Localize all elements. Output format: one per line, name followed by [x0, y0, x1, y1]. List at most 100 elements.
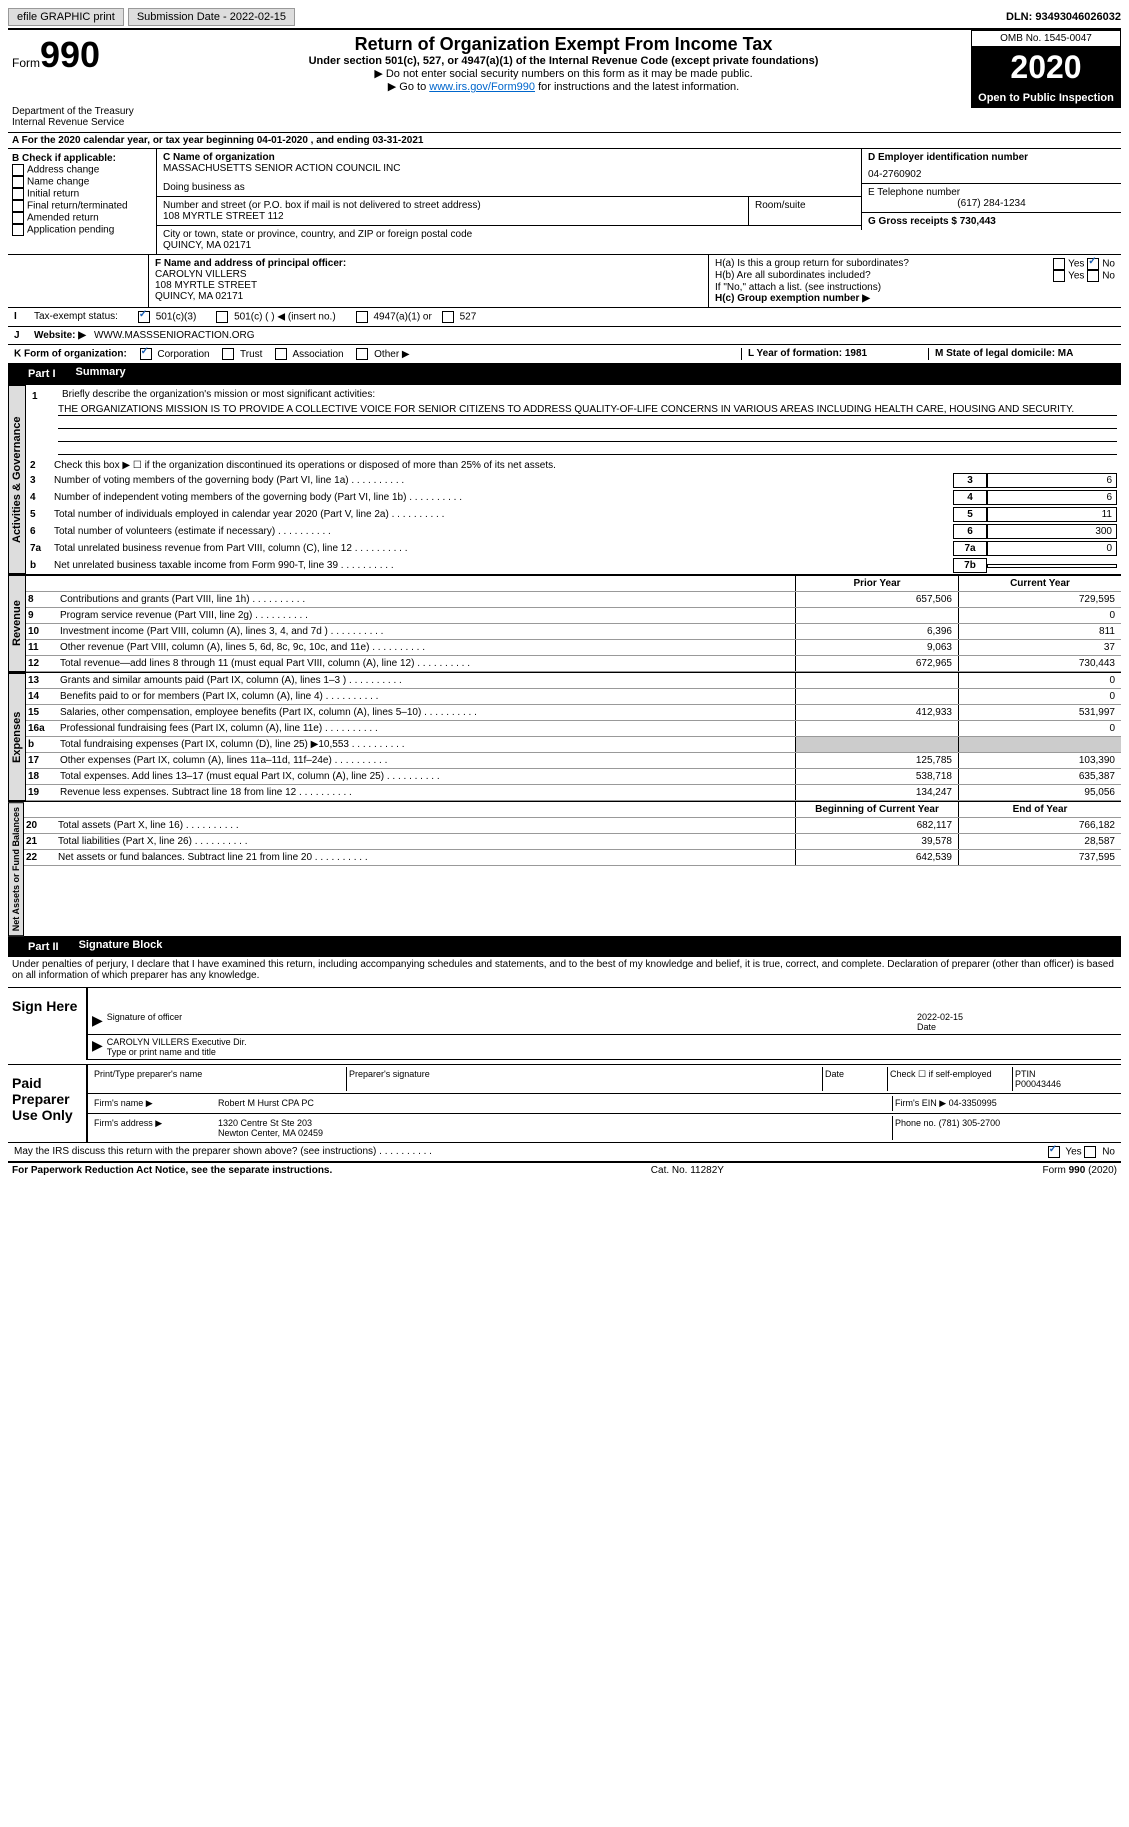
trust-checkbox[interactable]: [222, 348, 234, 360]
end-year-header: End of Year: [958, 802, 1121, 817]
line-b-desc: Net unrelated business taxable income fr…: [54, 560, 953, 571]
firm-addr2: Newton Center, MA 02459: [218, 1128, 890, 1138]
phone-value: (617) 284-1234: [868, 198, 1115, 209]
discuss-yes-checkbox[interactable]: [1048, 1146, 1060, 1158]
line-21-prior: 39,578: [795, 834, 958, 849]
line-16a-current: 0: [958, 721, 1121, 736]
corp-checkbox[interactable]: [140, 348, 152, 360]
line-8-desc: Contributions and grants (Part VIII, lin…: [58, 592, 795, 607]
line-5-desc: Total number of individuals employed in …: [54, 509, 953, 520]
tax-year: 2020: [971, 47, 1121, 88]
city-label: City or town, state or province, country…: [163, 229, 855, 240]
state-domicile: M State of legal domicile: MA: [928, 348, 1115, 360]
line-b-desc: Total fundraising expenses (Part IX, col…: [58, 737, 795, 752]
line-12-prior: 672,965: [795, 656, 958, 671]
firm-addr: 1320 Centre St Ste 203: [218, 1118, 890, 1128]
top-bar: efile GRAPHIC print Submission Date - 20…: [8, 8, 1121, 26]
line-19-current: 95,056: [958, 785, 1121, 800]
line-b-current: [958, 737, 1121, 752]
line-12-desc: Total revenue—add lines 8 through 11 (mu…: [58, 656, 795, 671]
addr-label: Number and street (or P.O. box if mail i…: [163, 200, 742, 211]
ha-label: H(a) Is this a group return for subordin…: [715, 258, 1053, 270]
line-17-current: 103,390: [958, 753, 1121, 768]
type-name-label: Type or print name and title: [107, 1047, 247, 1057]
ein-value: 04-2760902: [868, 169, 1115, 180]
dln-label: DLN: 93493046026032: [1006, 11, 1121, 23]
line-10-current: 811: [958, 624, 1121, 639]
officer-addr1: 108 MYRTLE STREET: [155, 280, 702, 291]
ein-label: D Employer identification number: [868, 152, 1115, 163]
line-6-value: 300: [987, 524, 1117, 539]
firm-phone: (781) 305-2700: [939, 1118, 1001, 1128]
line-19-prior: 134,247: [795, 785, 958, 800]
line-13-prior: [795, 673, 958, 688]
main-title: Return of Organization Exempt From Incom…: [160, 34, 967, 55]
line-16a-prior: [795, 721, 958, 736]
other-checkbox[interactable]: [356, 348, 368, 360]
sign-here-label: Sign Here: [8, 988, 86, 1060]
line-22-desc: Net assets or fund balances. Subtract li…: [56, 850, 795, 865]
cat-no: Cat. No. 11282Y: [651, 1165, 724, 1176]
prep-sig-label: Preparer's signature: [347, 1067, 823, 1091]
line-7a-desc: Total unrelated business revenue from Pa…: [54, 543, 953, 554]
line-17-prior: 125,785: [795, 753, 958, 768]
omb-number: OMB No. 1545-0047: [971, 30, 1121, 47]
hb-note: If "No," attach a list. (see instruction…: [715, 282, 1115, 293]
line-22-current: 737,595: [958, 850, 1121, 865]
line-22-prior: 642,539: [795, 850, 958, 865]
line-4-desc: Number of independent voting members of …: [54, 492, 953, 503]
hb-label: H(b) Are all subordinates included?: [715, 270, 1053, 282]
note-goto: ▶ Go to www.irs.gov/Form990 for instruct…: [160, 80, 967, 93]
part1-header: Part I Summary: [8, 364, 1121, 384]
line-9-desc: Program service revenue (Part VIII, line…: [58, 608, 795, 623]
line-15-desc: Salaries, other compensation, employee b…: [58, 705, 795, 720]
open-public: Open to Public Inspection: [971, 88, 1121, 108]
hc-label: H(c) Group exemption number ▶: [715, 293, 1115, 304]
ptin-value: P00043446: [1015, 1079, 1115, 1089]
discuss-no-checkbox[interactable]: [1084, 1146, 1096, 1158]
mission-text: THE ORGANIZATIONS MISSION IS TO PROVIDE …: [58, 404, 1117, 416]
line-16a-desc: Professional fundraising fees (Part IX, …: [58, 721, 795, 736]
form-label: Form: [12, 56, 40, 70]
q2-text: Check this box ▶ ☐ if the organization d…: [54, 460, 1117, 471]
irs-link[interactable]: www.irs.gov/Form990: [429, 81, 535, 93]
begin-year-header: Beginning of Current Year: [795, 802, 958, 817]
line-8-prior: 657,506: [795, 592, 958, 607]
line-11-prior: 9,063: [795, 640, 958, 655]
sig-officer-label: Signature of officer: [107, 1012, 917, 1032]
box-b: B Check if applicable: Address change Na…: [8, 149, 157, 254]
line-b-prior: [795, 737, 958, 752]
line-4-value: 6: [987, 490, 1117, 505]
527-checkbox[interactable]: [442, 311, 454, 323]
line-21-desc: Total liabilities (Part X, line 26): [56, 834, 795, 849]
exp-label: Expenses: [8, 673, 26, 801]
line-3-value: 6: [987, 473, 1117, 488]
penalty-text: Under penalties of perjury, I declare th…: [8, 957, 1121, 983]
line-12-current: 730,443: [958, 656, 1121, 671]
line-20-desc: Total assets (Part X, line 16): [56, 818, 795, 833]
line-14-desc: Benefits paid to or for members (Part IX…: [58, 689, 795, 704]
4947-checkbox[interactable]: [356, 311, 368, 323]
org-name-label: C Name of organization: [163, 152, 855, 163]
submission-date-button[interactable]: Submission Date - 2022-02-15: [128, 8, 295, 26]
line-21-current: 28,587: [958, 834, 1121, 849]
501c3-checkbox[interactable]: [138, 311, 150, 323]
phone-label: E Telephone number: [868, 187, 1115, 198]
officer-addr2: QUINCY, MA 02171: [155, 291, 702, 302]
line-6-desc: Total number of volunteers (estimate if …: [54, 526, 953, 537]
street-address: 108 MYRTLE STREET 112: [163, 211, 742, 222]
org-name: MASSACHUSETTS SENIOR ACTION COUNCIL INC: [163, 163, 855, 174]
line-11-desc: Other revenue (Part VIII, column (A), li…: [58, 640, 795, 655]
501c-checkbox[interactable]: [216, 311, 228, 323]
city-state-zip: QUINCY, MA 02171: [163, 240, 855, 251]
line-14-prior: [795, 689, 958, 704]
assoc-checkbox[interactable]: [275, 348, 287, 360]
line-5-value: 11: [987, 507, 1117, 522]
prior-year-header: Prior Year: [795, 576, 958, 591]
subtitle: Under section 501(c), 527, or 4947(a)(1)…: [160, 55, 967, 67]
efile-button[interactable]: efile GRAPHIC print: [8, 8, 124, 26]
line-13-current: 0: [958, 673, 1121, 688]
dba-label: Doing business as: [163, 182, 855, 193]
line-18-prior: 538,718: [795, 769, 958, 784]
line-3-desc: Number of voting members of the governin…: [54, 475, 953, 486]
